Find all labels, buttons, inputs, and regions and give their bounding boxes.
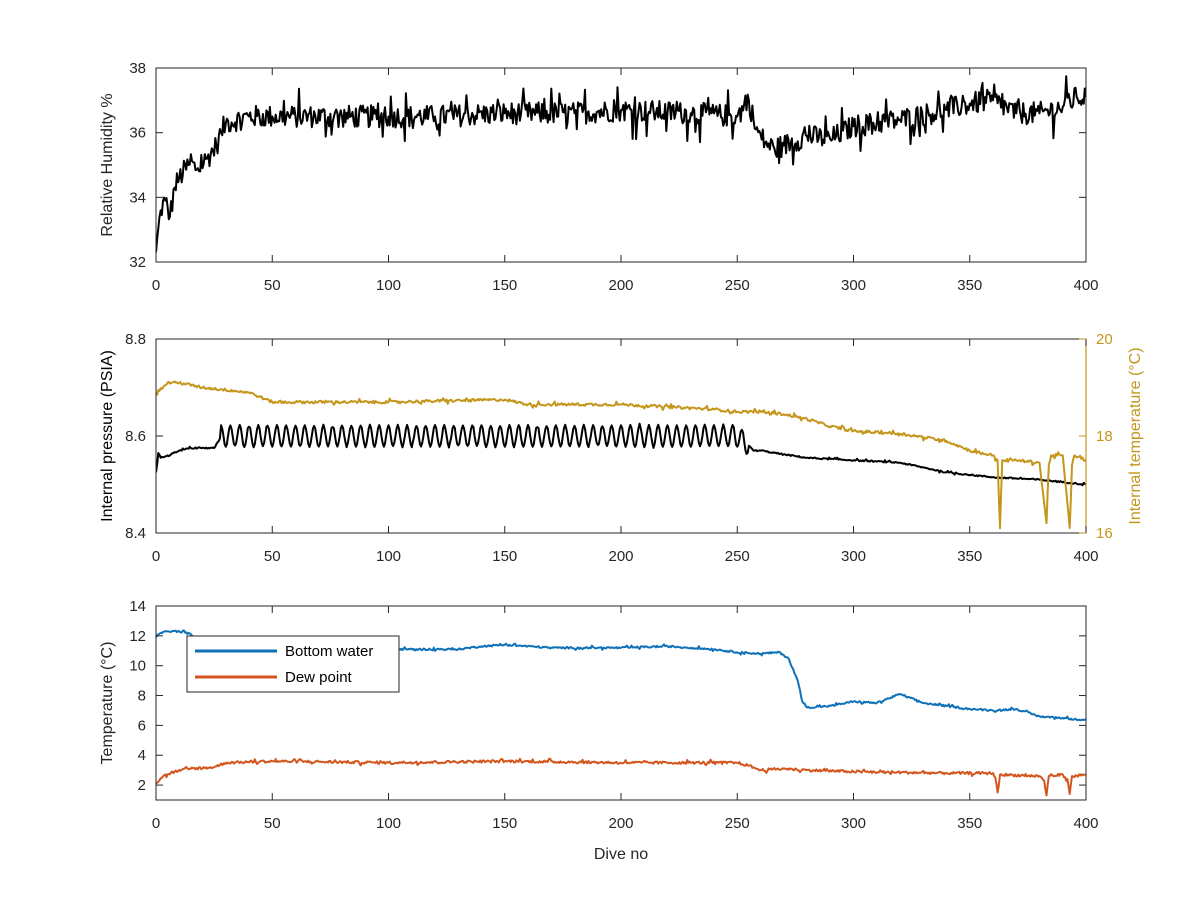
y-axis-label: Internal pressure (PSIA) xyxy=(99,350,116,522)
x-axis-label: Dive no xyxy=(594,846,648,863)
temperature-panel: 0 50 100 150 200 250 300 350 400 2 4 6 8 10 12 14 Temper… xyxy=(99,598,1099,863)
x-tick-label: 200 xyxy=(608,815,633,832)
x-tick-label: 350 xyxy=(957,548,982,565)
y-tick-label: 8.8 xyxy=(125,331,146,348)
x-tick-label: 350 xyxy=(957,815,982,832)
figure: 0 50 100 150 200 250 300 350 40032343638Relative… xyxy=(0,0,1200,900)
x-tick-label: 400 xyxy=(1073,815,1098,832)
y-axis-label: Temperature (°C) xyxy=(99,642,116,765)
axes-box xyxy=(156,339,1086,533)
series-line-dew-point xyxy=(156,759,1086,796)
plot-lines xyxy=(156,76,1086,252)
y-tick-label: 12 xyxy=(129,628,146,645)
y-right-tick-label: 16 xyxy=(1096,525,1113,542)
y-tick-label: 38 xyxy=(129,60,146,77)
x-tick-label: 100 xyxy=(376,277,401,294)
y-right-tick-label: 20 xyxy=(1096,331,1113,348)
series-line-2 xyxy=(156,381,1086,528)
x-tick-label: 300 xyxy=(841,815,866,832)
legend-label: Dew point xyxy=(285,669,353,686)
y-tick-label: 14 xyxy=(129,598,146,615)
legend: Bottom water Dew point xyxy=(187,636,399,692)
x-tick-label: 50 xyxy=(264,548,281,565)
legend-label: Bottom water xyxy=(285,643,373,660)
x-tick-label: 100 xyxy=(376,548,401,565)
x-tick-label: 100 xyxy=(376,815,401,832)
pressure-temperature-panel: 0 50 100 150 200 250 300 350 400 8.4 8.6 8.8 16 18 20 I… xyxy=(99,331,1144,565)
plot-lines xyxy=(156,381,1086,528)
x-tick-label: 0 xyxy=(152,277,160,294)
humidity-panel: 0 50 100 150 200 250 300 350 400 32 34 36 38 Relative… xyxy=(99,60,1099,294)
y-tick-label: 6 xyxy=(138,717,146,734)
y-tick-label: 8 xyxy=(138,688,146,705)
y-tick-label: 4 xyxy=(138,747,146,764)
x-tick-label: 300 xyxy=(841,548,866,565)
x-tick-label: 350 xyxy=(957,277,982,294)
x-tick-label: 150 xyxy=(492,277,517,294)
y-tick-label: 8.6 xyxy=(125,428,146,445)
y-tick-label: 2 xyxy=(138,777,146,794)
x-tick-label: 0 xyxy=(152,548,160,565)
x-tick-label: 0 xyxy=(152,815,160,832)
x-tick-label: 400 xyxy=(1073,277,1098,294)
x-tick-label: 250 xyxy=(725,548,750,565)
axes-box xyxy=(156,606,1086,800)
series-line-1 xyxy=(156,76,1086,252)
series-line-1 xyxy=(156,424,1086,486)
y-tick-label: 32 xyxy=(129,254,146,271)
x-tick-label: 200 xyxy=(608,277,633,294)
x-tick-label: 150 xyxy=(492,548,517,565)
axes-box xyxy=(156,68,1086,262)
y-tick-label: 10 xyxy=(129,658,146,675)
y-right-axis-label: Internal temperature (°C) xyxy=(1127,347,1144,524)
y-axis-label: Relative Humidity % xyxy=(99,93,116,236)
x-tick-label: 300 xyxy=(841,277,866,294)
x-tick-label: 150 xyxy=(492,815,517,832)
y-tick-label: 8.4 xyxy=(125,525,146,542)
x-tick-label: 250 xyxy=(725,277,750,294)
x-tick-label: 400 xyxy=(1073,548,1098,565)
x-tick-label: 250 xyxy=(725,815,750,832)
y-tick-label: 34 xyxy=(129,189,146,206)
x-tick-label: 200 xyxy=(608,548,633,565)
y-tick-label: 36 xyxy=(129,125,146,142)
x-tick-label: 50 xyxy=(264,815,281,832)
y-right-tick-label: 18 xyxy=(1096,428,1113,445)
x-tick-label: 50 xyxy=(264,277,281,294)
